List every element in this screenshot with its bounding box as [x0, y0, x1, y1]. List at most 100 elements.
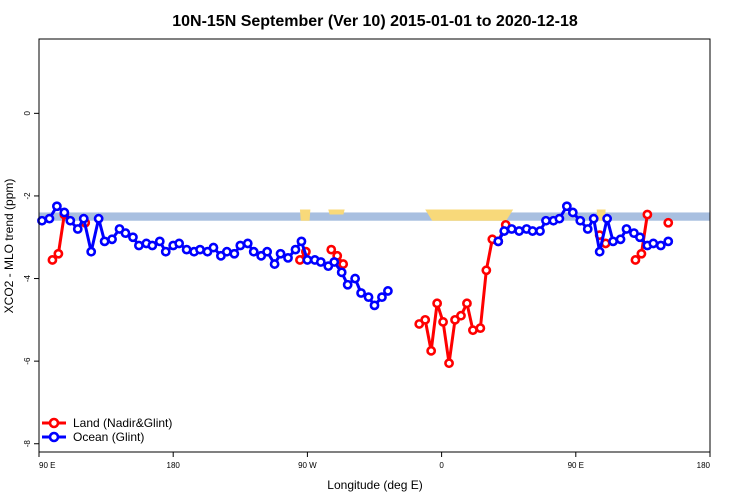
- x-tick-label-5: 180: [697, 461, 711, 470]
- series-1-point-0-8: [93, 213, 104, 224]
- series-0-point-4-4: [438, 317, 448, 327]
- series-1-point-1-10: [561, 201, 572, 212]
- series-0-point-3-0: [326, 244, 337, 255]
- series-1-point-0-49: [369, 300, 380, 311]
- series-1-point-0-23: [195, 244, 205, 255]
- series-1-point-0-45: [342, 279, 353, 290]
- series-1-point-0-31: [248, 246, 259, 257]
- series-1-point-1-9: [554, 213, 565, 224]
- series-1-point-1-0: [493, 236, 504, 247]
- series-1-point-1-1: [499, 226, 510, 236]
- series-1-point-0-25: [208, 242, 219, 253]
- legend-label-0: Land (Nadir&Glint): [73, 416, 172, 430]
- series-1-point-0-10: [107, 234, 117, 245]
- series-1-point-1-7: [541, 215, 551, 226]
- series-1-point-0-51: [383, 286, 393, 296]
- series-1-point-1-12: [575, 215, 586, 226]
- x-tick-label-1: 180: [167, 461, 181, 470]
- series-0-point-4-5: [444, 358, 454, 369]
- series-1-point-0-39: [302, 255, 313, 265]
- series-1-point-1-16: [602, 213, 613, 224]
- axes: 90 E 180 90 W 0 90 E 180 0 -2 -4 -6 -8: [23, 111, 711, 470]
- y-tick-label-3: -6: [23, 357, 32, 365]
- x-tick-label-3: 0: [439, 461, 444, 470]
- series-1-point-1-24: [655, 240, 666, 251]
- ocean-band: [39, 212, 710, 221]
- series-1-point-1-3: [514, 226, 525, 236]
- series-0-point-2-0: [295, 255, 305, 265]
- series-0-point-4-11: [481, 265, 492, 276]
- series-1-point-0-50: [377, 292, 387, 303]
- y-tick-label-1: -2: [23, 192, 32, 200]
- series-1-point-0-48: [363, 292, 374, 303]
- series-1-point-0-41: [315, 257, 326, 267]
- series-0-point-7-0: [663, 217, 674, 228]
- series-1-point-1-11: [567, 207, 578, 218]
- x-tick-label-2: 90 W: [298, 461, 317, 470]
- series-1-point-0-27: [221, 246, 232, 257]
- series-1-point-1-18: [615, 234, 626, 245]
- series-1-point-0-14: [134, 240, 144, 251]
- series-0-point-4-3: [432, 298, 443, 309]
- series-1-point-0-34: [269, 259, 280, 269]
- series-1-point-0-1: [44, 213, 55, 224]
- series-0-point-0-1: [53, 248, 64, 259]
- series-1: [37, 201, 674, 311]
- series-0-point-6-0: [630, 255, 641, 265]
- series-0-point-3-2: [338, 259, 349, 269]
- x-axis-label: Longitude (deg E): [327, 478, 422, 492]
- series-1-point-0-17: [154, 236, 165, 247]
- series-1-point-1-23: [648, 238, 659, 249]
- series-1-point-0-6: [78, 213, 89, 224]
- series-1-point-0-38: [296, 236, 307, 247]
- series-1-point-0-44: [336, 267, 347, 278]
- legend-label-1: Ocean (Glint): [73, 430, 144, 444]
- series-0-point-4-8: [462, 298, 472, 309]
- series-1-point-0-5: [72, 224, 83, 234]
- series-1-point-1-5: [527, 226, 538, 236]
- series-1-point-1-14: [588, 213, 599, 224]
- series-1-point-1-21: [635, 232, 645, 243]
- series-1-point-0-37: [290, 244, 301, 255]
- series-0-line-4: [418, 224, 508, 365]
- chart-title: 10N-15N September (Ver 10) 2015-01-01 to…: [172, 13, 578, 30]
- y-axis-label: XCO2 - MLO trend (ppm): [2, 179, 16, 314]
- series-1-point-1-15: [594, 246, 605, 257]
- legend-marker-0: [48, 417, 60, 429]
- series-1-point-0-30: [242, 238, 253, 249]
- series-1-point-0-4: [65, 215, 76, 226]
- series-0-point-4-9: [468, 325, 478, 336]
- series-1-point-0-12: [120, 228, 131, 239]
- series-1-point-1-17: [608, 236, 618, 247]
- series-1-point-1-2: [506, 224, 517, 234]
- series-1-point-0-36: [283, 252, 293, 263]
- series-1-point-0-28: [229, 248, 240, 259]
- legend: Land (Nadir&Glint)Ocean (Glint): [42, 416, 172, 444]
- series-0-point-0-0: [47, 255, 58, 265]
- series-1-point-0-33: [262, 246, 273, 257]
- series-1-point-0-3: [59, 207, 70, 218]
- y-tick-label-4: -8: [23, 440, 32, 448]
- land-band-segment-0: [299, 209, 311, 221]
- series-0-point-4-10: [475, 323, 486, 333]
- series-1-point-0-2: [51, 201, 62, 212]
- series-0-point-4-7: [456, 310, 466, 321]
- series-0-point-6-2: [642, 209, 653, 220]
- series-0-point-4-2: [426, 345, 437, 356]
- series-1-point-0-47: [356, 288, 366, 298]
- series-1-point-0-9: [99, 236, 110, 247]
- land-band-segment-2: [425, 209, 514, 221]
- series-1-point-0-20: [174, 238, 185, 249]
- series-layer: [37, 201, 674, 369]
- plot-frame: [38, 38, 711, 453]
- series-1-point-0-43: [329, 257, 340, 267]
- series-1-point-1-6: [535, 226, 545, 236]
- series-1-point-0-18: [160, 246, 171, 257]
- series-1-point-0-46: [350, 273, 361, 284]
- surface-band: [39, 209, 710, 221]
- x-tick-label-0: 90 E: [39, 461, 55, 470]
- series-1-point-1-25: [663, 236, 674, 247]
- legend-marker-1: [48, 431, 60, 443]
- series-1-point-1-13: [582, 224, 593, 234]
